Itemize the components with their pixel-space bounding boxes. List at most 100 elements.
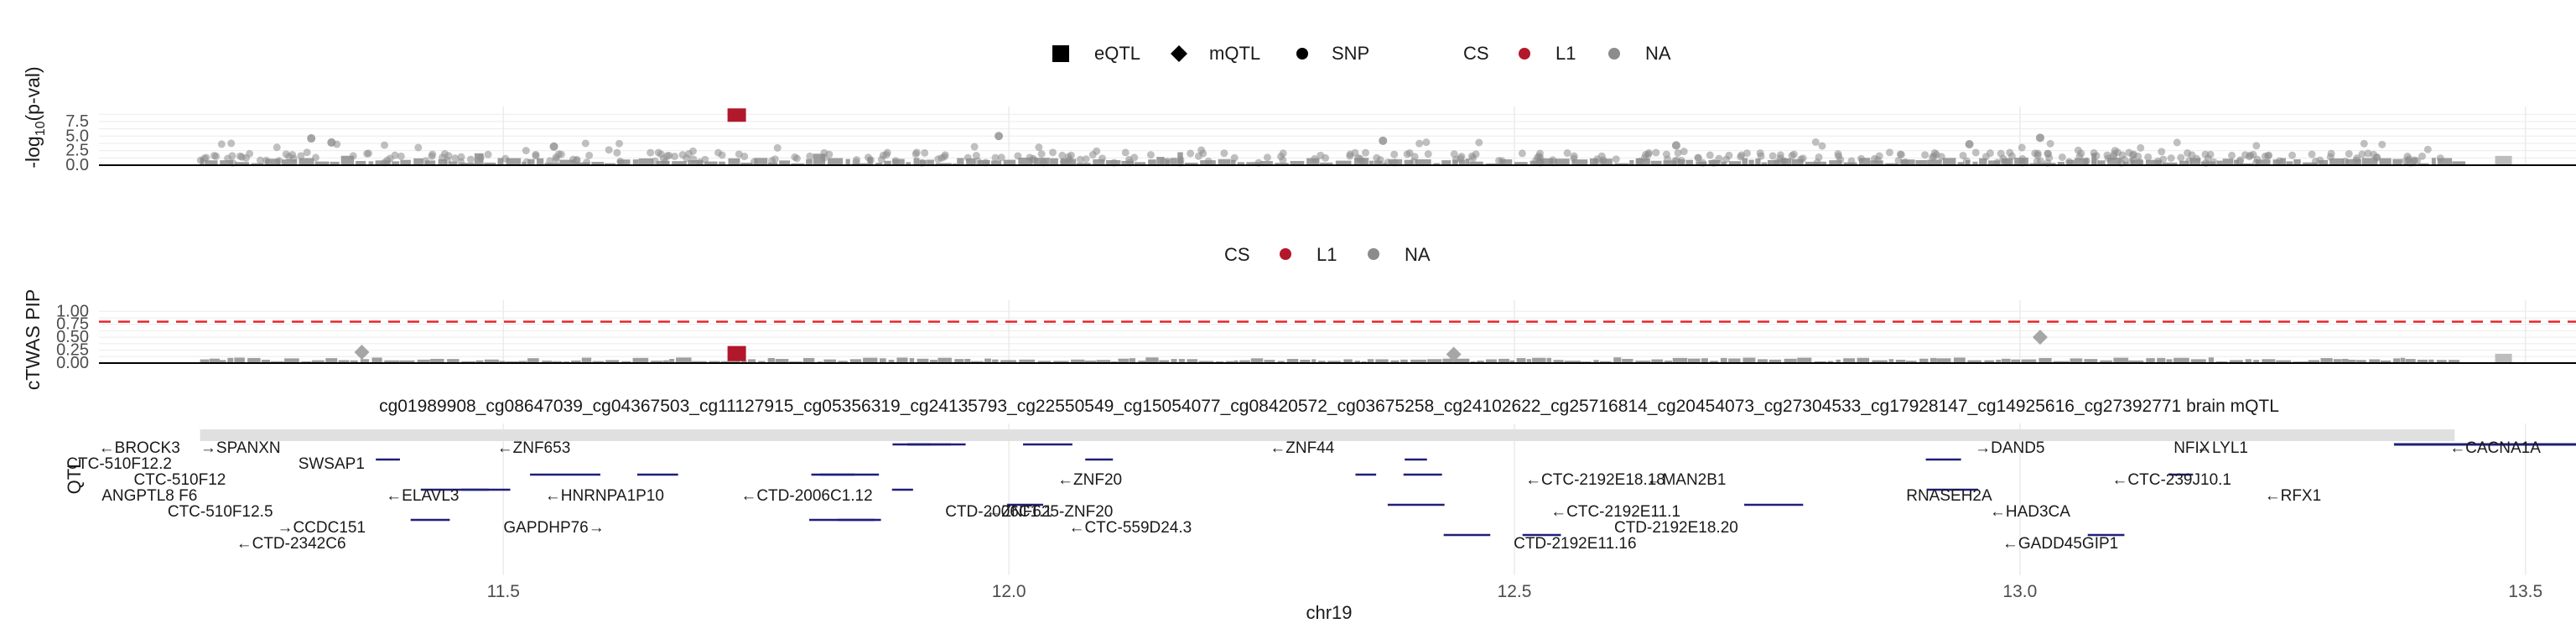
top-snp-point — [501, 154, 510, 163]
top-eqtl-bar — [604, 163, 615, 165]
mid-pip-bar — [1375, 359, 1389, 363]
top-snp-point — [605, 146, 613, 154]
mid-pip-bar — [2001, 358, 2011, 363]
top-snp-point — [1405, 148, 1414, 157]
gene-label: CTD-2192E11.16 — [1514, 535, 1636, 553]
middle-legend: CS L1 NA — [1224, 244, 1431, 265]
mid-pip-bar — [838, 361, 848, 363]
top-snp-point — [1875, 152, 1883, 160]
mid-pip-bar — [2146, 358, 2155, 363]
mid-pip-bar — [1929, 357, 1937, 363]
top-snp-point — [1847, 157, 1856, 165]
top-snp-point — [2364, 149, 2372, 158]
top-snp-point — [2173, 138, 2181, 147]
top-snp-point — [1612, 155, 1620, 164]
mid-pip-bar — [1905, 361, 1917, 363]
mid-pip-bar — [1159, 360, 1170, 363]
top-snp-point — [1597, 152, 1606, 160]
mid-pip-bar — [2308, 360, 2319, 363]
mid-pip-bar — [592, 361, 605, 363]
top-snp-point — [1756, 149, 1764, 158]
mid-mqtl-point — [1446, 346, 1462, 362]
top-snp-point — [1163, 157, 1171, 165]
top-ylabel-end: (p-val) — [22, 66, 44, 121]
gene-panel: cg01989908_cg08647039_cg04367503_cg11127… — [64, 397, 2576, 623]
mid-pip-bar — [1516, 358, 1526, 363]
mid-pip-bar — [311, 360, 325, 363]
top-snp-point — [2137, 143, 2145, 152]
top-snp-point — [573, 155, 581, 164]
top-eqtl-bar — [1829, 160, 1842, 165]
top-snp-point — [735, 150, 743, 158]
top-eqtl-bar — [2123, 161, 2129, 165]
mid-pip-bar — [1390, 360, 1400, 363]
mid-pip-bar — [1198, 361, 1214, 363]
top-eqtl-bar — [2222, 158, 2234, 165]
mid-pip-bar — [1233, 360, 1239, 363]
top-eqtl-bar — [1748, 159, 1754, 165]
top-eqtl-bar — [299, 158, 314, 165]
mid-pip-bar — [1037, 361, 1052, 363]
top-snp-point — [273, 143, 281, 152]
top-eqtl-bar — [527, 158, 535, 165]
top-snp-point — [613, 148, 621, 157]
top-snp-point — [2404, 156, 2412, 164]
top-snp-point — [891, 157, 900, 165]
gene-label: ←CTC-2192E18.18 — [1525, 471, 1665, 489]
top-snp-point — [773, 143, 782, 152]
top-snp-point — [1811, 138, 1820, 146]
mid-pip-bar — [417, 359, 430, 363]
top-eqtl-bar — [1369, 160, 1374, 165]
top-eqtl-bar — [632, 159, 639, 165]
mid-pip-bar — [1317, 361, 1326, 363]
top-snp-point — [1965, 139, 1974, 148]
top-snp-point — [2210, 158, 2218, 166]
gene-lines — [376, 443, 2576, 537]
mid-pip-bar — [1096, 360, 1111, 363]
mid-pip-bar — [2053, 361, 2070, 363]
top-eqtl-bar — [2239, 163, 2254, 165]
top-snp-point — [1535, 152, 1543, 160]
top-snp-point — [1067, 151, 1075, 159]
mid-pip-bar — [325, 358, 338, 363]
top-eqtl-bar — [966, 158, 976, 165]
mid-pip-bar — [2276, 360, 2292, 363]
top-snp-point — [2064, 158, 2073, 166]
mid-mqtl-point — [2032, 330, 2048, 345]
mid-pip-bar — [964, 358, 971, 363]
mid-pip-bar — [571, 360, 581, 363]
top-snp-point — [1082, 155, 1090, 164]
top-snp-point — [1146, 151, 1155, 159]
top-eqtl-bar — [1742, 158, 1748, 165]
top-snp-point — [1263, 153, 1271, 162]
legend-mid-l1-label: L1 — [1317, 244, 1337, 265]
mid-pip-bar — [1178, 359, 1185, 363]
top-eqtl-bar — [1721, 161, 1727, 165]
top-snp-point — [1652, 148, 1660, 157]
legend-top-cs-title: CS — [1463, 43, 1489, 64]
mid-pip-bar — [2400, 357, 2406, 363]
mid-pip-bar — [2021, 359, 2037, 363]
mid-pip-bar — [1410, 359, 1427, 363]
top-snp-point — [1799, 154, 1807, 163]
top-eqtl-bar — [1514, 162, 1528, 165]
top-snp-point — [1098, 154, 1106, 163]
top-snp-point — [2241, 151, 2250, 159]
top-snp-point — [2288, 151, 2297, 159]
top-eqtl-bar — [220, 160, 234, 165]
gene-label: ←ZNF625-ZNF20 — [985, 503, 1113, 521]
mid-pip-bar — [2245, 359, 2251, 363]
top-snp-point — [616, 158, 625, 166]
top-snp-point — [2308, 150, 2316, 158]
top-snp-point — [1204, 157, 1213, 165]
gene-label: ←MAN2B1 — [1646, 471, 1726, 489]
mid-pip-bar — [802, 357, 815, 363]
top-snp-point — [972, 152, 980, 160]
top-ylabel-sub: 10 — [34, 121, 48, 136]
top-snp-point — [228, 152, 236, 160]
top-snp-point — [1774, 158, 1782, 167]
mid-pip-bar — [1239, 360, 1250, 363]
top-snp-point — [1424, 150, 1432, 158]
top-snp-point — [275, 157, 283, 165]
top-snp-point — [657, 150, 665, 158]
